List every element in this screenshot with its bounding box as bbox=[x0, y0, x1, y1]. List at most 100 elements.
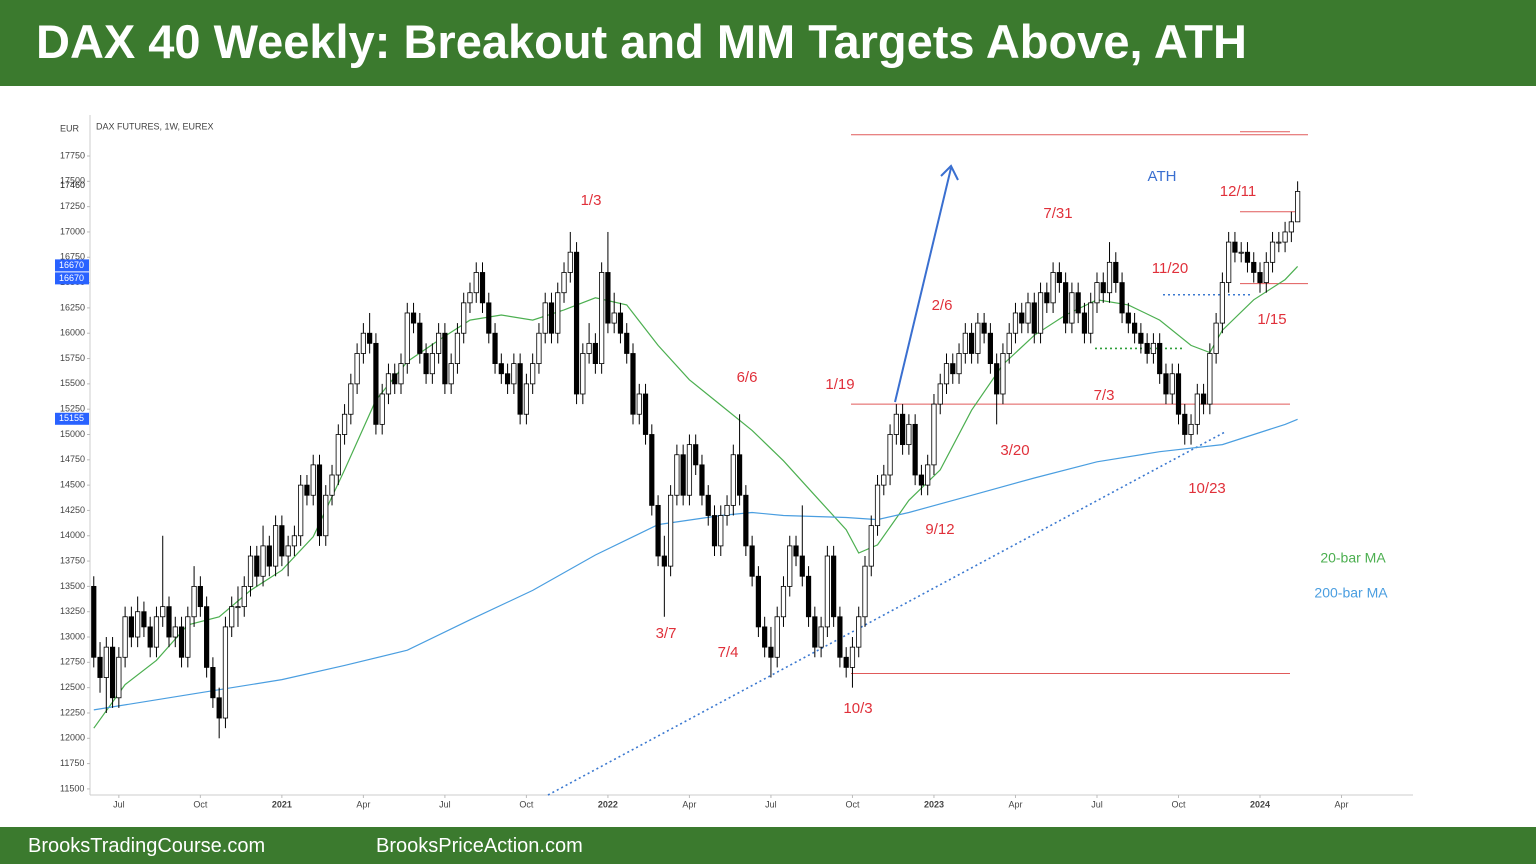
candle-body bbox=[536, 332, 542, 365]
title-bar: DAX 40 Weekly: Breakout and MM Targets A… bbox=[0, 0, 1536, 86]
candle-body bbox=[561, 272, 567, 294]
candle-body bbox=[429, 353, 435, 375]
x-tick-label: Jul bbox=[1091, 799, 1103, 809]
footer-link: BrooksTradingCourse.com bbox=[28, 835, 266, 857]
candle-body bbox=[567, 251, 573, 273]
candle-body bbox=[147, 626, 153, 648]
price-tag: 16670 bbox=[59, 260, 84, 270]
candle-body bbox=[128, 616, 134, 638]
candle-body bbox=[222, 626, 229, 719]
annotation: 7/4 bbox=[718, 644, 739, 661]
candle-body bbox=[1244, 251, 1251, 263]
candle-body bbox=[285, 545, 291, 557]
candle-body bbox=[812, 616, 818, 648]
candle-body bbox=[454, 332, 461, 365]
candle-body bbox=[968, 332, 975, 354]
candle-body bbox=[1282, 231, 1288, 243]
candle-body bbox=[229, 606, 235, 628]
x-tick-label: Jul bbox=[113, 799, 125, 809]
candle-body bbox=[298, 484, 304, 537]
candle-body bbox=[1019, 312, 1025, 324]
moving-average bbox=[93, 265, 1299, 729]
candle-body bbox=[404, 312, 410, 365]
candle-body bbox=[730, 454, 736, 506]
candle-body bbox=[555, 292, 561, 334]
candle-body bbox=[360, 332, 366, 354]
annotation: 1/15 bbox=[1257, 311, 1286, 328]
candle-body bbox=[109, 646, 116, 699]
annotation: 10/23 bbox=[1188, 480, 1226, 497]
candle-body bbox=[918, 474, 925, 486]
annotation: 11/20 bbox=[1152, 260, 1188, 277]
candle-body bbox=[1169, 373, 1175, 395]
candle-body bbox=[135, 611, 141, 638]
y-tick-label: 14750 bbox=[60, 454, 85, 464]
candle-body bbox=[843, 656, 849, 668]
candle-body bbox=[1100, 282, 1106, 294]
candle-body bbox=[599, 272, 605, 365]
candle-body bbox=[856, 616, 862, 648]
candle-body bbox=[235, 606, 241, 609]
candle-body bbox=[1194, 393, 1200, 425]
candle-body bbox=[498, 363, 504, 375]
annotation: 3/7 bbox=[656, 625, 677, 642]
symbol: DAX FUTURES, 1W, EUREX bbox=[96, 121, 214, 131]
candle-body bbox=[210, 667, 216, 699]
candle-body bbox=[442, 332, 448, 385]
y-tick-label: 15000 bbox=[60, 429, 85, 439]
y-tick-label: 14250 bbox=[60, 505, 85, 515]
candle-body bbox=[987, 332, 993, 365]
y-tick-label: 17500 bbox=[60, 176, 85, 186]
price-tag-box bbox=[55, 412, 89, 425]
candle-body bbox=[1276, 241, 1282, 244]
x-tick-label: 2021 bbox=[272, 799, 292, 809]
arrow-head bbox=[940, 164, 959, 181]
y-tick-label: 12750 bbox=[60, 657, 85, 667]
candle-body bbox=[548, 302, 555, 334]
trend-line bbox=[547, 431, 1226, 796]
candle-body bbox=[755, 575, 761, 628]
candle-body bbox=[373, 342, 379, 425]
candle-body bbox=[341, 413, 348, 435]
candle-body bbox=[956, 353, 962, 375]
y-tick-label: 17000 bbox=[60, 226, 85, 236]
y-tick-label: 13500 bbox=[60, 581, 85, 591]
candle-body bbox=[1182, 413, 1188, 435]
candle-body bbox=[793, 545, 799, 557]
annotation: ATH bbox=[1148, 168, 1177, 185]
candle-body bbox=[1269, 241, 1276, 263]
candle-body bbox=[1106, 261, 1113, 294]
candle-body bbox=[241, 585, 247, 608]
candle-body bbox=[724, 504, 730, 516]
candle-body bbox=[323, 494, 329, 537]
candle-body bbox=[874, 484, 881, 527]
moving-average bbox=[93, 418, 1298, 711]
candle-body bbox=[448, 363, 454, 385]
candle-body bbox=[542, 302, 548, 334]
y-tick-label: 12500 bbox=[60, 682, 85, 692]
candle-body bbox=[887, 434, 893, 476]
candle-body bbox=[824, 555, 830, 628]
candle-body bbox=[580, 353, 586, 395]
y-tick-label: 15750 bbox=[60, 353, 85, 363]
candle-body bbox=[950, 363, 956, 375]
candle-body bbox=[172, 626, 178, 638]
candle-body bbox=[1144, 342, 1150, 354]
y-tick-label: 12000 bbox=[60, 733, 85, 743]
candle-body bbox=[943, 363, 950, 385]
candle-body bbox=[881, 474, 887, 486]
annotation: 7/31 bbox=[1043, 205, 1072, 222]
annotation: 1/3 bbox=[581, 192, 602, 209]
candle-body bbox=[1138, 332, 1144, 344]
y-tick-label: 15500 bbox=[60, 378, 85, 388]
candle-body bbox=[573, 251, 580, 395]
arrow-shaft bbox=[894, 167, 952, 403]
candle-body bbox=[780, 585, 787, 618]
candle-body bbox=[160, 606, 166, 618]
candle-body bbox=[1056, 272, 1062, 283]
candle-body bbox=[630, 353, 636, 415]
price-tag: 16670 bbox=[59, 273, 84, 283]
candle-body bbox=[611, 312, 617, 324]
candle-body bbox=[1069, 292, 1075, 324]
candle-body bbox=[279, 525, 285, 557]
